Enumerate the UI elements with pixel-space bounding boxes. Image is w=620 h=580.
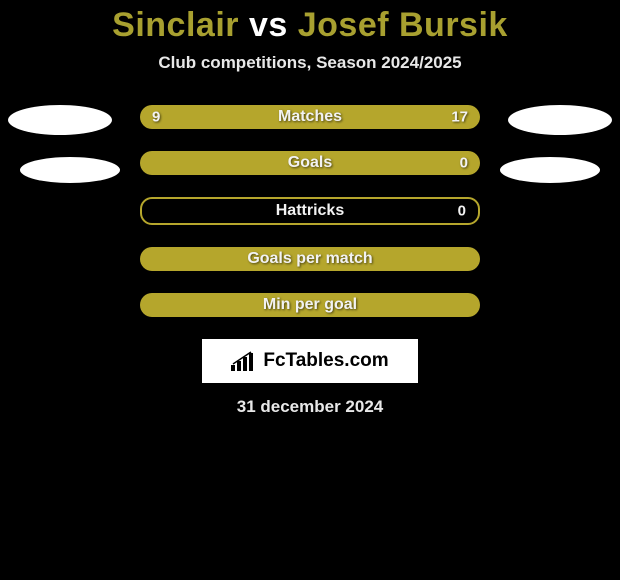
bar-matches: 9 Matches 17 bbox=[140, 105, 480, 129]
brand-bars-icon bbox=[231, 351, 257, 371]
brand-text: FcTables.com bbox=[263, 350, 388, 372]
root: Sinclair vs Josef Bursik Club competitio… bbox=[0, 6, 620, 580]
chart-area: 9 Matches 17 Goals 0 Hattricks 0 Goals p… bbox=[0, 105, 620, 317]
subtitle: Club competitions, Season 2024/2025 bbox=[0, 53, 620, 73]
brand-badge: FcTables.com bbox=[202, 339, 418, 383]
bar-mpg-label: Min per goal bbox=[263, 296, 357, 314]
bar-hattricks-right-value: 0 bbox=[458, 203, 466, 220]
bar-hattricks: Hattricks 0 bbox=[140, 197, 480, 225]
date-line: 31 december 2024 bbox=[0, 397, 620, 417]
bars-group: 9 Matches 17 Goals 0 Hattricks 0 Goals p… bbox=[140, 105, 480, 317]
bar-hattricks-label: Hattricks bbox=[276, 202, 344, 220]
bar-goals: Goals 0 bbox=[140, 151, 480, 175]
bar-matches-left-value: 9 bbox=[152, 109, 160, 126]
title-player1: Sinclair bbox=[112, 6, 239, 44]
bar-matches-label: Matches bbox=[278, 108, 342, 126]
title-player2: Josef Bursik bbox=[298, 6, 508, 44]
page-title: Sinclair vs Josef Bursik bbox=[0, 6, 620, 45]
bar-matches-right-value: 17 bbox=[451, 109, 468, 126]
bar-goals-label: Goals bbox=[288, 154, 332, 172]
bar-mpg: Min per goal bbox=[140, 293, 480, 317]
bar-gpm: Goals per match bbox=[140, 247, 480, 271]
player1-chip-2 bbox=[20, 157, 120, 183]
player1-chip-1 bbox=[8, 105, 112, 135]
bar-goals-right-value: 0 bbox=[460, 155, 468, 172]
player2-chip-1 bbox=[508, 105, 612, 135]
player2-chip-2 bbox=[500, 157, 600, 183]
title-vs: vs bbox=[249, 6, 288, 44]
bar-gpm-label: Goals per match bbox=[247, 250, 372, 268]
